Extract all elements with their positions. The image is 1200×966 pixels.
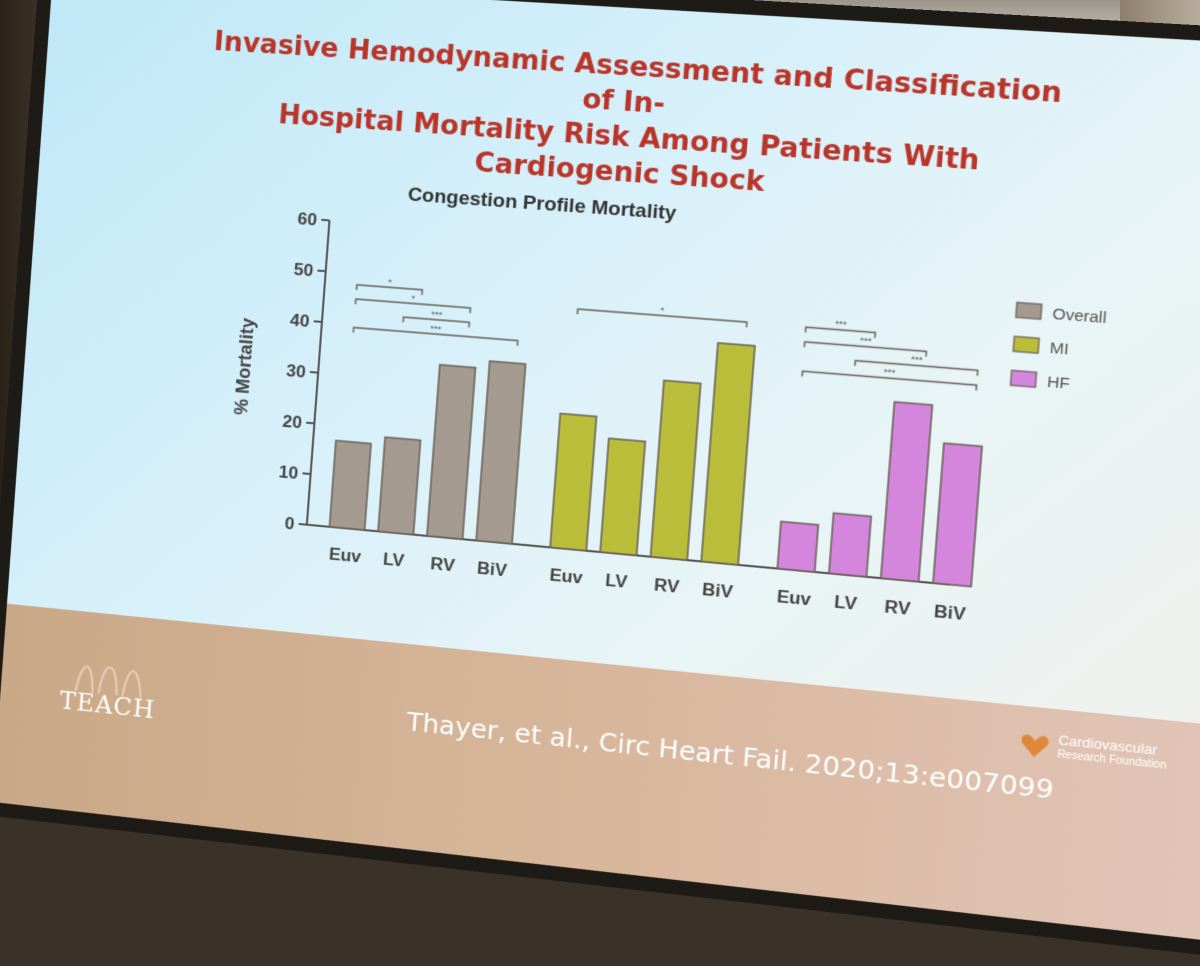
legend-swatch-overall bbox=[1016, 302, 1042, 319]
y-tick-label: 40 bbox=[289, 310, 310, 331]
legend-label-hf: HF bbox=[1046, 373, 1070, 393]
y-axis-label: % Mortality bbox=[231, 317, 259, 416]
significance-label: *** bbox=[430, 323, 442, 334]
y-tick-mark bbox=[321, 220, 329, 221]
y-tick-mark bbox=[314, 321, 322, 322]
x-tick-label: Euv bbox=[549, 565, 584, 588]
legend-label-overall: Overall bbox=[1052, 305, 1107, 327]
x-tick-label: BiV bbox=[933, 601, 967, 624]
y-tick-label: 0 bbox=[284, 513, 295, 533]
significance-label: *** bbox=[910, 354, 923, 366]
y-tick-label: 10 bbox=[278, 462, 299, 483]
x-tick-label: LV bbox=[605, 570, 629, 592]
x-tick-label: BiV bbox=[701, 579, 734, 602]
y-tick-mark bbox=[299, 524, 307, 525]
bar-chart: Congestion Profile Mortality % Mortality 0… bbox=[231, 184, 1108, 624]
chart-title: Congestion Profile Mortality bbox=[407, 184, 678, 225]
legend-label-mi: MI bbox=[1049, 339, 1069, 359]
significance-label: *** bbox=[431, 309, 443, 320]
bar-hf-euv bbox=[777, 522, 818, 572]
bar-overall-euv bbox=[329, 441, 371, 531]
x-tick-label: LV bbox=[833, 592, 858, 614]
bar-hf-biv bbox=[933, 443, 982, 586]
bar-overall-lv bbox=[378, 437, 420, 534]
x-tick-label: Euv bbox=[776, 586, 812, 609]
y-tick-mark bbox=[317, 271, 325, 272]
y-tick-mark bbox=[306, 423, 314, 424]
bar-overall-rv bbox=[427, 365, 475, 539]
bar-mi-rv bbox=[651, 380, 701, 560]
x-tick-label: BiV bbox=[476, 558, 508, 580]
y-tick-label: 60 bbox=[297, 209, 318, 230]
chart-container: Congestion Profile Mortality % Mortality 0… bbox=[210, 163, 1172, 677]
x-tick-label: RV bbox=[653, 575, 680, 597]
significance-label: *** bbox=[835, 319, 848, 330]
x-tick-label: Euv bbox=[328, 544, 362, 566]
bar-mi-euv bbox=[550, 413, 596, 550]
y-tick-label: 50 bbox=[293, 260, 314, 281]
bar-mi-biv bbox=[701, 343, 755, 565]
x-tick-label: RV bbox=[430, 554, 457, 576]
heart-icon bbox=[1020, 734, 1050, 759]
bar-mi-lv bbox=[600, 438, 645, 555]
bar-hf-lv bbox=[829, 513, 871, 577]
y-tick-label: 20 bbox=[282, 411, 303, 432]
y-tick-mark bbox=[302, 473, 310, 474]
bar-overall-biv bbox=[476, 361, 525, 544]
legend-swatch-mi bbox=[1013, 336, 1039, 353]
x-tick-label: RV bbox=[884, 597, 912, 620]
significance-label: *** bbox=[860, 336, 873, 348]
significance-label: * bbox=[388, 277, 393, 288]
y-tick-mark bbox=[310, 372, 318, 373]
significance-label: * bbox=[660, 305, 665, 316]
bar-hf-rv bbox=[881, 402, 932, 582]
significance-label: *** bbox=[883, 367, 896, 379]
y-tick-label: 30 bbox=[286, 361, 307, 382]
x-tick-label: LV bbox=[382, 549, 405, 571]
significance-label: * bbox=[411, 293, 416, 304]
legend-swatch-hf bbox=[1011, 370, 1037, 387]
